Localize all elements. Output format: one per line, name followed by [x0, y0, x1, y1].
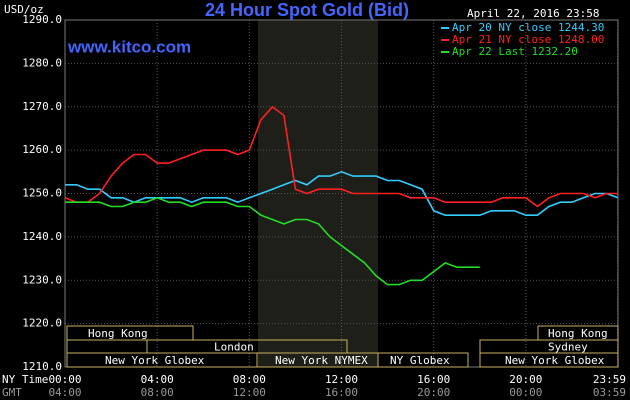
- legend-label: Apr 20 NY close 1244.30: [452, 21, 604, 34]
- x-tick-label: 08:00: [233, 373, 266, 386]
- x-tick-label: 20:00: [509, 373, 542, 386]
- x-tick-label: 23:59: [593, 373, 626, 386]
- price-line: [65, 196, 480, 286]
- x2-tick-label: 16:00: [325, 386, 358, 399]
- chart-title: 24 Hour Spot Gold (Bid): [205, 0, 409, 20]
- price-line: [64, 105, 618, 208]
- y-tick-label: 1240.0: [22, 230, 62, 243]
- x-tick-label: 16:00: [417, 373, 450, 386]
- y-tick-label: 1220.0: [22, 317, 62, 330]
- x2-tick-label: 20:00: [417, 386, 450, 399]
- session-label: Hong Kong: [548, 327, 608, 340]
- x2-tick-label: 00:00: [509, 386, 542, 399]
- session-label: New York Globex: [505, 354, 605, 367]
- x-tick-label: 04:00: [141, 373, 174, 386]
- x2-tick-label: 12:00: [233, 386, 266, 399]
- session-box: [66, 325, 194, 341]
- y-tick-label: 1250.0: [22, 187, 62, 200]
- watermark: www.kitco.com: [67, 37, 191, 56]
- x2-tick-label: 03:59: [593, 386, 626, 399]
- x2-axis-label: GMT: [2, 386, 22, 399]
- y-tick-label: 1260.0: [22, 143, 62, 156]
- session-label: London: [214, 341, 254, 354]
- session-label: NY Globex: [390, 354, 450, 367]
- x-tick-label: 12:00: [325, 373, 358, 386]
- y-tick-label: 1270.0: [22, 100, 62, 113]
- session-box: [377, 352, 469, 368]
- x-axis-label: NY Time: [2, 373, 48, 386]
- legend-label: Apr 22 Last 1232.20: [452, 45, 578, 58]
- chart-date: April 22, 2016 23:58: [467, 7, 599, 20]
- session-box: [479, 352, 619, 368]
- session-label: Sydney: [548, 341, 588, 354]
- x2-tick-label: 08:00: [141, 386, 174, 399]
- legend-label: Apr 21 NY close 1248.00: [452, 33, 604, 46]
- x-tick-label: 00:00: [48, 373, 81, 386]
- y-tick-label: 1210.0: [22, 360, 62, 373]
- session-label: New York NYMEX: [275, 354, 368, 367]
- y-tick-label: 1230.0: [22, 273, 62, 286]
- y-tick-label: 1290.0: [22, 13, 62, 26]
- y-axis-label: USD/oz: [4, 3, 44, 16]
- y-tick-label: 1280.0: [22, 56, 62, 69]
- session-label: New York Globex: [105, 354, 205, 367]
- x2-tick-label: 04:00: [48, 386, 81, 399]
- session-label: Hong Kong: [88, 327, 148, 340]
